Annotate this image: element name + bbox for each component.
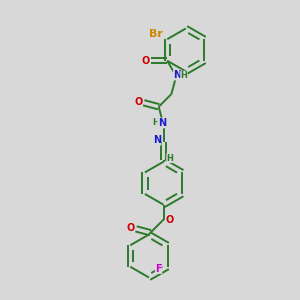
Text: H: H — [153, 118, 160, 127]
Text: N: N — [158, 118, 166, 128]
Text: O: O — [165, 215, 174, 225]
Text: H: H — [181, 71, 188, 80]
Text: N: N — [173, 70, 181, 80]
Text: O: O — [141, 56, 149, 66]
Text: N: N — [153, 135, 161, 145]
Text: O: O — [134, 97, 142, 106]
Text: O: O — [127, 223, 135, 233]
Text: Br: Br — [149, 29, 163, 39]
Text: F: F — [155, 263, 162, 274]
Text: H: H — [167, 154, 173, 163]
